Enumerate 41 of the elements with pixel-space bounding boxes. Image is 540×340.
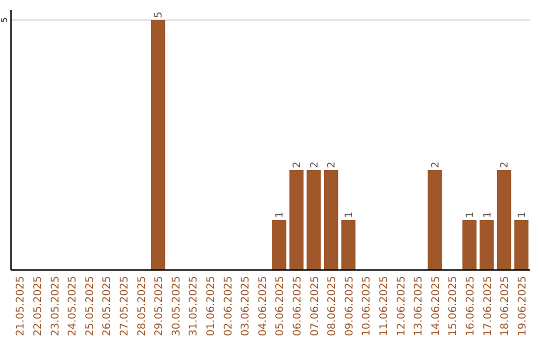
data-label: 2	[292, 162, 303, 168]
x-tick-label: 25.05.2025	[84, 276, 96, 336]
x-tick-label: 03.06.2025	[240, 276, 252, 336]
x-tick-label: 21.05.2025	[14, 276, 27, 336]
x-tick-label: 22.05.2025	[32, 276, 44, 336]
x-tick-label: 17.06.2025	[482, 276, 494, 336]
data-label: 1	[482, 212, 494, 218]
x-tick-label: 26.05.2025	[101, 276, 114, 336]
x-tick-label: 01.06.2025	[204, 276, 217, 336]
x-tick-label: 09.06.2025	[343, 276, 356, 336]
x-tick-label: 23.05.2025	[49, 276, 62, 336]
x-tick-label: 31.05.2025	[188, 276, 200, 336]
data-label: 2	[500, 162, 511, 168]
x-tick-label: 24.05.2025	[66, 276, 79, 336]
data-label: 5	[154, 12, 165, 18]
data-label: 1	[516, 212, 528, 218]
x-tick-label: 29.05.2025	[153, 276, 166, 336]
x-tick-label: 30.05.2025	[170, 276, 182, 336]
x-tick-label: 05.06.2025	[274, 276, 286, 336]
x-tick-label: 18.06.2025	[499, 276, 512, 336]
x-tick-label: 10.06.2025	[360, 276, 373, 336]
x-tick-label: 12.06.2025	[395, 276, 408, 336]
x-tick-label: 07.06.2025	[308, 276, 321, 336]
x-tick-label: 11.06.2025	[378, 276, 390, 336]
data-label: 2	[430, 162, 442, 168]
x-tick-label: 16.06.2025	[464, 276, 476, 336]
data-label: 1	[464, 212, 476, 218]
x-tick-label: 15.06.2025	[447, 276, 460, 336]
x-tick-label: 08.06.2025	[326, 276, 338, 336]
x-tick-label: 13.06.2025	[412, 276, 425, 336]
data-label: 2	[309, 162, 320, 168]
data-label: 2	[326, 162, 338, 168]
x-tick-label: 04.06.2025	[256, 276, 269, 336]
data-label: 1	[344, 212, 355, 218]
x-tick-label: 27.05.2025	[118, 276, 130, 336]
x-tick-label: 02.06.2025	[222, 276, 234, 336]
x-tick-label: 19.06.2025	[516, 276, 528, 336]
data-label: 1	[274, 212, 286, 218]
x-tick-label: 28.05.2025	[136, 276, 148, 336]
x-tick-label: 14.06.2025	[430, 276, 442, 336]
x-tick-label: 06.06.2025	[291, 276, 304, 336]
